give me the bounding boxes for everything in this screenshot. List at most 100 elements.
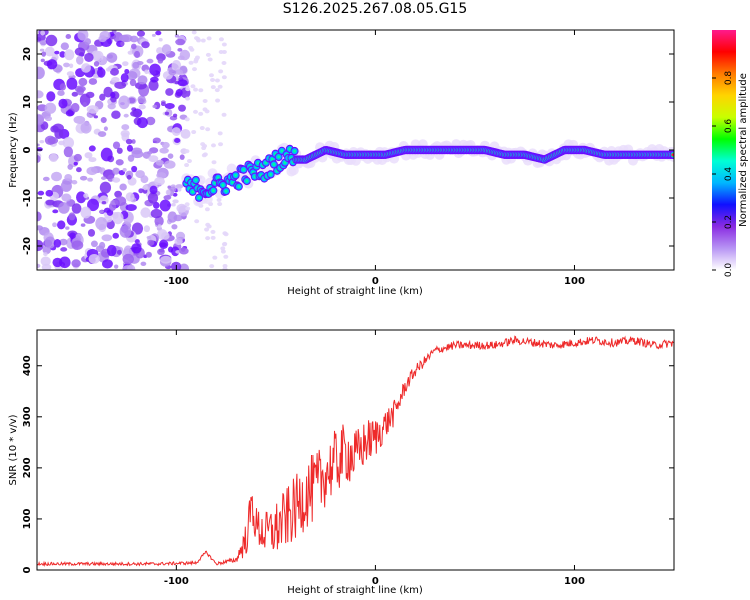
- noise-blob: [125, 204, 137, 212]
- noise-blob: [54, 50, 60, 55]
- noise-blob: [69, 232, 76, 240]
- noise-blob: [175, 184, 184, 189]
- noise-blob: [218, 37, 224, 42]
- noise-blob: [131, 165, 138, 173]
- noise-blob: [188, 60, 194, 65]
- noise-blob: [76, 55, 84, 65]
- noise-blob: [126, 70, 138, 81]
- noise-blob: [154, 177, 165, 186]
- noise-blob: [105, 67, 112, 72]
- noise-blob: [59, 238, 68, 246]
- colorbar: 0.0 0.2 0.4 0.6 0.8 Normalized spectral ampl…: [712, 30, 749, 277]
- noise-blob: [164, 111, 170, 116]
- snr-y-ticks: 0 100 200 300 400: [22, 355, 674, 573]
- noise-blob: [52, 257, 63, 268]
- noise-blob: [223, 232, 229, 237]
- noise-blob: [84, 38, 92, 45]
- noise-blob: [124, 68, 130, 75]
- noise-blob: [186, 159, 192, 164]
- noise-blob: [90, 240, 98, 248]
- noise-blob: [74, 47, 86, 56]
- noise-blob: [141, 41, 150, 49]
- ridge-mark: [191, 190, 195, 194]
- noise-blob: [157, 224, 162, 229]
- noise-blob: [112, 211, 119, 219]
- noise-blob: [111, 76, 120, 83]
- spectrogram-y-tick-label: -20: [22, 237, 33, 255]
- noise-blob: [113, 264, 119, 269]
- noise-blob: [218, 69, 224, 74]
- spectrogram-x-ticks: -100 0 100: [164, 30, 585, 287]
- noise-blob: [159, 147, 169, 154]
- spectrogram-y-tick-label: -10: [22, 189, 33, 207]
- noise-blob: [56, 220, 66, 230]
- noise-blob: [80, 122, 92, 134]
- colorbar-label: Normalized spectral amplitude: [738, 73, 749, 227]
- noise-blob: [65, 33, 72, 40]
- noise-blob: [103, 126, 108, 131]
- noise-blob: [73, 115, 86, 124]
- noise-blob: [115, 159, 124, 166]
- noise-blob: [100, 116, 107, 124]
- noise-blob: [60, 247, 68, 252]
- ridge-mark: [280, 149, 284, 153]
- noise-blob: [88, 78, 98, 85]
- noise-blob: [121, 34, 133, 43]
- noise-blob: [150, 208, 163, 219]
- noise-blob: [212, 255, 218, 260]
- noise-blob: [174, 69, 184, 75]
- colorbar-ticks: 0.0 0.2 0.4 0.6 0.8: [712, 71, 734, 277]
- ridge-halo: [226, 163, 237, 174]
- noise-blob: [130, 110, 140, 117]
- noise-blob: [37, 114, 45, 126]
- noise-blob: [205, 52, 211, 57]
- colorbar-tick-label: 0.4: [724, 167, 734, 182]
- noise-blob: [128, 97, 136, 104]
- noise-blob: [155, 159, 164, 166]
- noise-blob: [156, 172, 167, 179]
- noise-blob: [82, 101, 87, 108]
- noise-blob: [126, 174, 132, 180]
- noise-blob: [214, 88, 220, 93]
- noise-blob: [185, 96, 191, 101]
- noise-blob: [39, 140, 45, 144]
- noise-blob: [106, 52, 118, 63]
- ridge-mark: [277, 155, 281, 159]
- noise-blob: [194, 219, 200, 224]
- noise-blob: [148, 79, 159, 91]
- spectrogram-y-tick-label: 20: [22, 47, 33, 61]
- snr-y-tick-label: 300: [22, 406, 33, 427]
- noise-blob: [58, 98, 68, 109]
- noise-blob: [175, 231, 186, 241]
- ridge-mark: [213, 181, 217, 185]
- noise-blob: [107, 99, 112, 105]
- ridge-mark: [231, 181, 234, 184]
- noise-blob: [110, 91, 116, 99]
- noise-blob: [158, 37, 163, 42]
- noise-blob: [188, 45, 194, 50]
- noise-blob: [71, 102, 80, 113]
- noise-blob: [167, 153, 174, 159]
- noise-blob: [184, 149, 190, 154]
- noise-blob: [185, 87, 191, 92]
- noise-blob: [140, 207, 151, 218]
- noise-blob: [142, 151, 151, 159]
- noise-blob: [58, 202, 70, 214]
- noise-blob: [37, 225, 44, 231]
- noise-blob: [73, 161, 78, 166]
- noise-blob: [142, 184, 148, 191]
- noise-blob: [200, 142, 206, 147]
- noise-blob: [134, 50, 141, 59]
- noise-blob: [208, 73, 214, 78]
- noise-blob: [65, 226, 70, 230]
- ridge-mark: [197, 196, 201, 200]
- noise-blob: [98, 241, 106, 249]
- noise-blob: [215, 98, 221, 103]
- ridge-mark: [216, 176, 220, 180]
- noise-blob: [138, 188, 144, 194]
- noise-blob: [163, 160, 176, 169]
- noise-blob: [193, 57, 199, 62]
- noise-blob: [84, 152, 93, 159]
- noise-blob: [159, 239, 169, 250]
